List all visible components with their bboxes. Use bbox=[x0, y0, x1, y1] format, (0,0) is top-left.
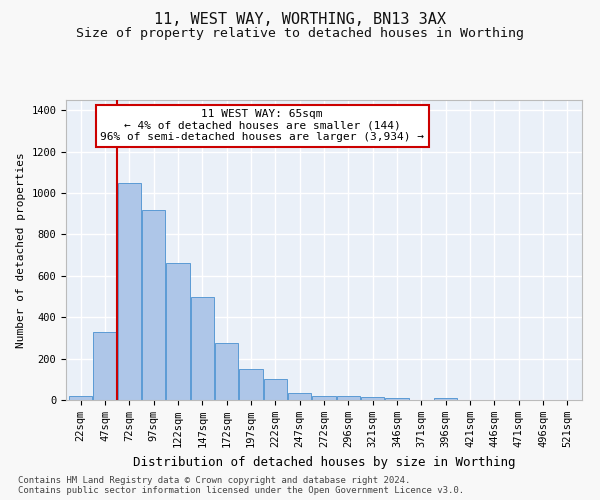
Bar bbox=[264, 380, 287, 400]
Bar bbox=[215, 343, 238, 400]
Bar bbox=[337, 396, 360, 400]
Bar bbox=[118, 183, 141, 400]
Text: 11, WEST WAY, WORTHING, BN13 3AX: 11, WEST WAY, WORTHING, BN13 3AX bbox=[154, 12, 446, 28]
Bar bbox=[94, 332, 116, 400]
Bar bbox=[434, 398, 457, 400]
Y-axis label: Number of detached properties: Number of detached properties bbox=[16, 152, 26, 348]
Bar bbox=[191, 296, 214, 400]
X-axis label: Distribution of detached houses by size in Worthing: Distribution of detached houses by size … bbox=[133, 456, 515, 468]
Bar bbox=[166, 264, 190, 400]
Text: Contains HM Land Registry data © Crown copyright and database right 2024.
Contai: Contains HM Land Registry data © Crown c… bbox=[18, 476, 464, 495]
Text: Size of property relative to detached houses in Worthing: Size of property relative to detached ho… bbox=[76, 28, 524, 40]
Bar bbox=[142, 210, 165, 400]
Bar bbox=[313, 396, 335, 400]
Bar bbox=[69, 396, 92, 400]
Text: 11 WEST WAY: 65sqm
← 4% of detached houses are smaller (144)
96% of semi-detache: 11 WEST WAY: 65sqm ← 4% of detached hous… bbox=[100, 109, 424, 142]
Bar bbox=[239, 369, 263, 400]
Bar bbox=[361, 397, 384, 400]
Bar bbox=[288, 393, 311, 400]
Bar bbox=[385, 398, 409, 400]
